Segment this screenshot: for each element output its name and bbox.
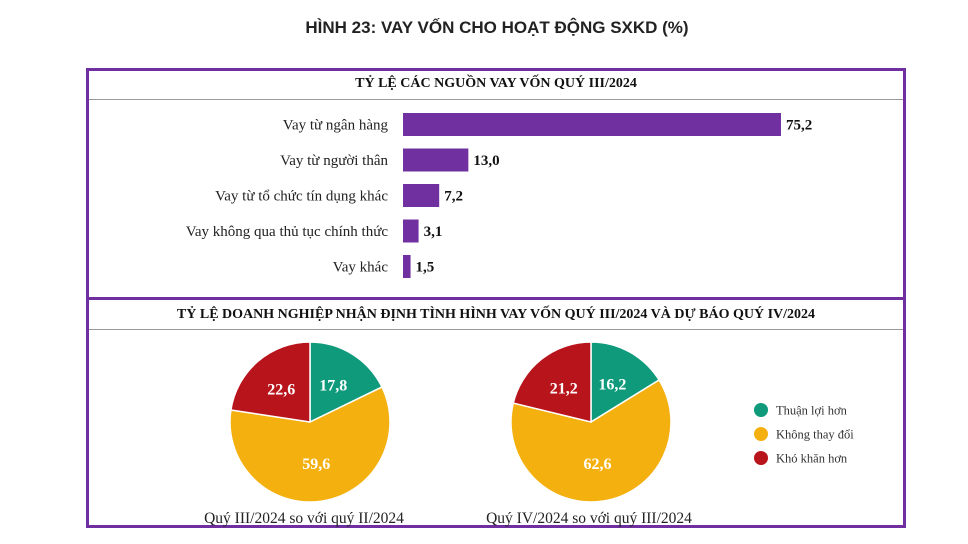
pie-slice	[512, 341, 592, 423]
pie-title-rule	[89, 329, 903, 330]
bar-chart: Vay từ ngân hàng 75,2 Vay từ người thân 13,…	[186, 113, 812, 278]
legend-label: Không thay đổi	[776, 428, 854, 442]
legend-swatch	[754, 427, 768, 441]
pie-value-label: 21,2	[550, 380, 578, 397]
pie-charts: 17,8 59,6 22,6 Quý III/2024 so với quý II/2…	[204, 341, 692, 527]
pie-value-label: 22,6	[267, 382, 295, 399]
bar-category-label: Vay khác	[333, 260, 389, 276]
bar-value-label: 13,0	[473, 153, 499, 169]
bar	[403, 113, 781, 136]
pie-value-label: 59,6	[302, 456, 330, 473]
bar-chart-title: TỶ LỆ CÁC NGUỒN VAY VỐN QUÝ III/2024	[355, 76, 637, 91]
legend-label: Khó khăn hơn	[776, 452, 848, 466]
bar	[403, 219, 419, 243]
pie-caption: Quý IV/2024 so với quý III/2024	[486, 510, 692, 527]
bar-value-label: 1,5	[416, 260, 435, 276]
bar	[403, 184, 440, 207]
bar	[403, 255, 411, 278]
pie-slice	[230, 341, 311, 423]
legend-swatch	[754, 451, 768, 465]
pie-legend: Thuận lợi hơn Không thay đổi Khó khăn hơn	[754, 403, 854, 466]
pie-slice	[309, 341, 383, 424]
pie-value-label: 16,2	[598, 377, 626, 394]
pie-slice	[229, 386, 391, 503]
bar-title-rule	[89, 99, 903, 100]
bar-value-label: 75,2	[786, 118, 812, 134]
bar-value-label: 7,2	[444, 189, 463, 205]
pie-slice	[510, 378, 672, 503]
pie-chart-title: TỶ LỆ DOANH NGHIỆP NHẬN ĐỊNH TÌNH HÌNH V…	[176, 307, 816, 322]
pie-value-label: 17,8	[319, 378, 347, 395]
legend-label: Thuận lợi hơn	[776, 404, 848, 418]
legend-swatch	[754, 403, 768, 417]
pie-value-label: 62,6	[584, 456, 612, 473]
pie-slice	[590, 341, 661, 424]
bar-category-label: Vay từ ngân hàng	[283, 118, 389, 134]
pie-caption: Quý III/2024 so với quý II/2024	[204, 510, 404, 527]
bar-category-label: Vay từ tổ chức tín dụng khác	[215, 189, 388, 205]
figure-title: HÌNH 23: VAY VỐN CHO HOẠT ĐỘNG SXKD (%)	[305, 18, 689, 37]
bar-category-label: Vay từ người thân	[280, 153, 388, 169]
section-divider	[86, 297, 906, 300]
bar-category-label: Vay không qua thủ tục chính thức	[186, 224, 389, 240]
bar-value-label: 3,1	[424, 224, 443, 240]
bar	[403, 148, 469, 172]
